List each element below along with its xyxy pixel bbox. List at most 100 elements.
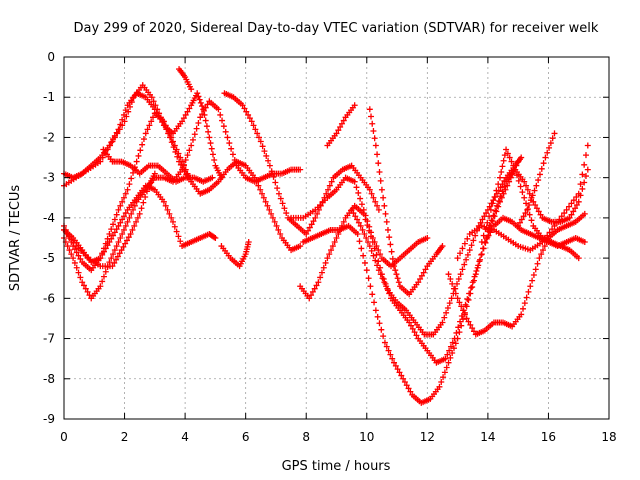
data-point <box>477 219 484 226</box>
data-point <box>377 271 384 278</box>
data-point <box>139 141 146 148</box>
data-point <box>182 156 189 163</box>
data-point <box>361 259 368 266</box>
data-point <box>369 120 376 127</box>
data-point <box>71 259 78 266</box>
data-point <box>527 283 534 290</box>
data-point <box>415 279 422 286</box>
data-point <box>215 106 222 113</box>
data-point <box>532 266 539 273</box>
data-point <box>219 117 226 124</box>
data-point <box>575 255 582 262</box>
data-point <box>157 115 164 122</box>
series-5 <box>61 182 219 266</box>
data-point <box>372 307 379 314</box>
data-point <box>186 147 193 154</box>
data-point <box>405 385 412 392</box>
data-point <box>266 162 273 169</box>
data-point <box>68 236 75 243</box>
data-point <box>375 267 382 274</box>
x-tick-label: 16 <box>541 430 556 444</box>
data-point <box>264 202 271 209</box>
data-point <box>222 128 229 135</box>
data-point <box>539 239 546 246</box>
data-point <box>119 116 126 123</box>
data-point <box>359 226 366 233</box>
data-point <box>308 221 315 228</box>
data-point <box>120 111 127 118</box>
data-point <box>446 347 453 354</box>
data-point <box>392 362 399 369</box>
plot-frame <box>63 56 610 420</box>
data-point <box>418 272 425 279</box>
x-tick-label: 6 <box>242 430 250 444</box>
data-point <box>463 256 470 263</box>
data-point <box>146 122 153 129</box>
y-tick-label: -9 <box>43 412 55 426</box>
data-point <box>466 247 473 254</box>
data-point <box>528 217 535 224</box>
data-point <box>144 126 151 133</box>
data-point <box>467 321 474 328</box>
data-point <box>538 165 545 172</box>
data-point <box>531 187 538 194</box>
data-point <box>444 304 451 311</box>
data-point <box>110 251 117 258</box>
data-point <box>500 157 507 164</box>
data-point <box>204 101 211 108</box>
data-point <box>111 132 118 139</box>
data-point <box>366 186 373 193</box>
data-point <box>229 151 236 158</box>
data-point <box>211 234 218 241</box>
data-point <box>100 248 107 255</box>
data-point <box>453 329 460 336</box>
data-point <box>461 311 468 318</box>
data-point <box>378 326 385 333</box>
data-point <box>254 130 261 137</box>
data-point <box>549 135 556 142</box>
data-point <box>364 222 371 229</box>
data-point <box>228 145 235 152</box>
data-point <box>374 262 381 269</box>
data-point <box>125 234 132 241</box>
data-point <box>297 166 304 173</box>
data-point <box>119 198 126 205</box>
data-point <box>457 250 464 257</box>
data-point <box>584 142 591 149</box>
x-tick-label: 14 <box>480 430 495 444</box>
series-15 <box>366 106 446 298</box>
data-point <box>409 325 416 332</box>
data-point <box>371 299 378 306</box>
data-point <box>448 295 455 302</box>
data-point <box>275 226 282 233</box>
data-point <box>200 106 207 113</box>
data-point <box>472 271 479 278</box>
data-point <box>317 274 324 281</box>
data-point <box>455 276 462 283</box>
data-point <box>463 315 470 322</box>
data-point <box>450 285 457 292</box>
data-point <box>536 255 543 262</box>
data-point <box>393 271 400 278</box>
series-10 <box>221 90 382 237</box>
data-point <box>461 261 468 268</box>
data-point <box>102 268 109 275</box>
data-point <box>119 230 126 237</box>
data-point <box>372 142 379 149</box>
data-point <box>111 259 118 266</box>
data-point <box>439 243 446 250</box>
data-point <box>510 162 517 169</box>
data-point <box>407 388 414 395</box>
data-point <box>465 296 472 303</box>
data-point <box>364 239 371 246</box>
data-point <box>518 311 525 318</box>
data-point <box>380 194 387 201</box>
data-point <box>305 227 312 234</box>
data-point <box>326 182 333 189</box>
data-point <box>203 123 210 130</box>
data-point <box>86 292 93 299</box>
data-point <box>526 211 533 218</box>
data-point <box>454 255 461 262</box>
data-point <box>441 314 448 321</box>
data-point <box>355 219 362 226</box>
